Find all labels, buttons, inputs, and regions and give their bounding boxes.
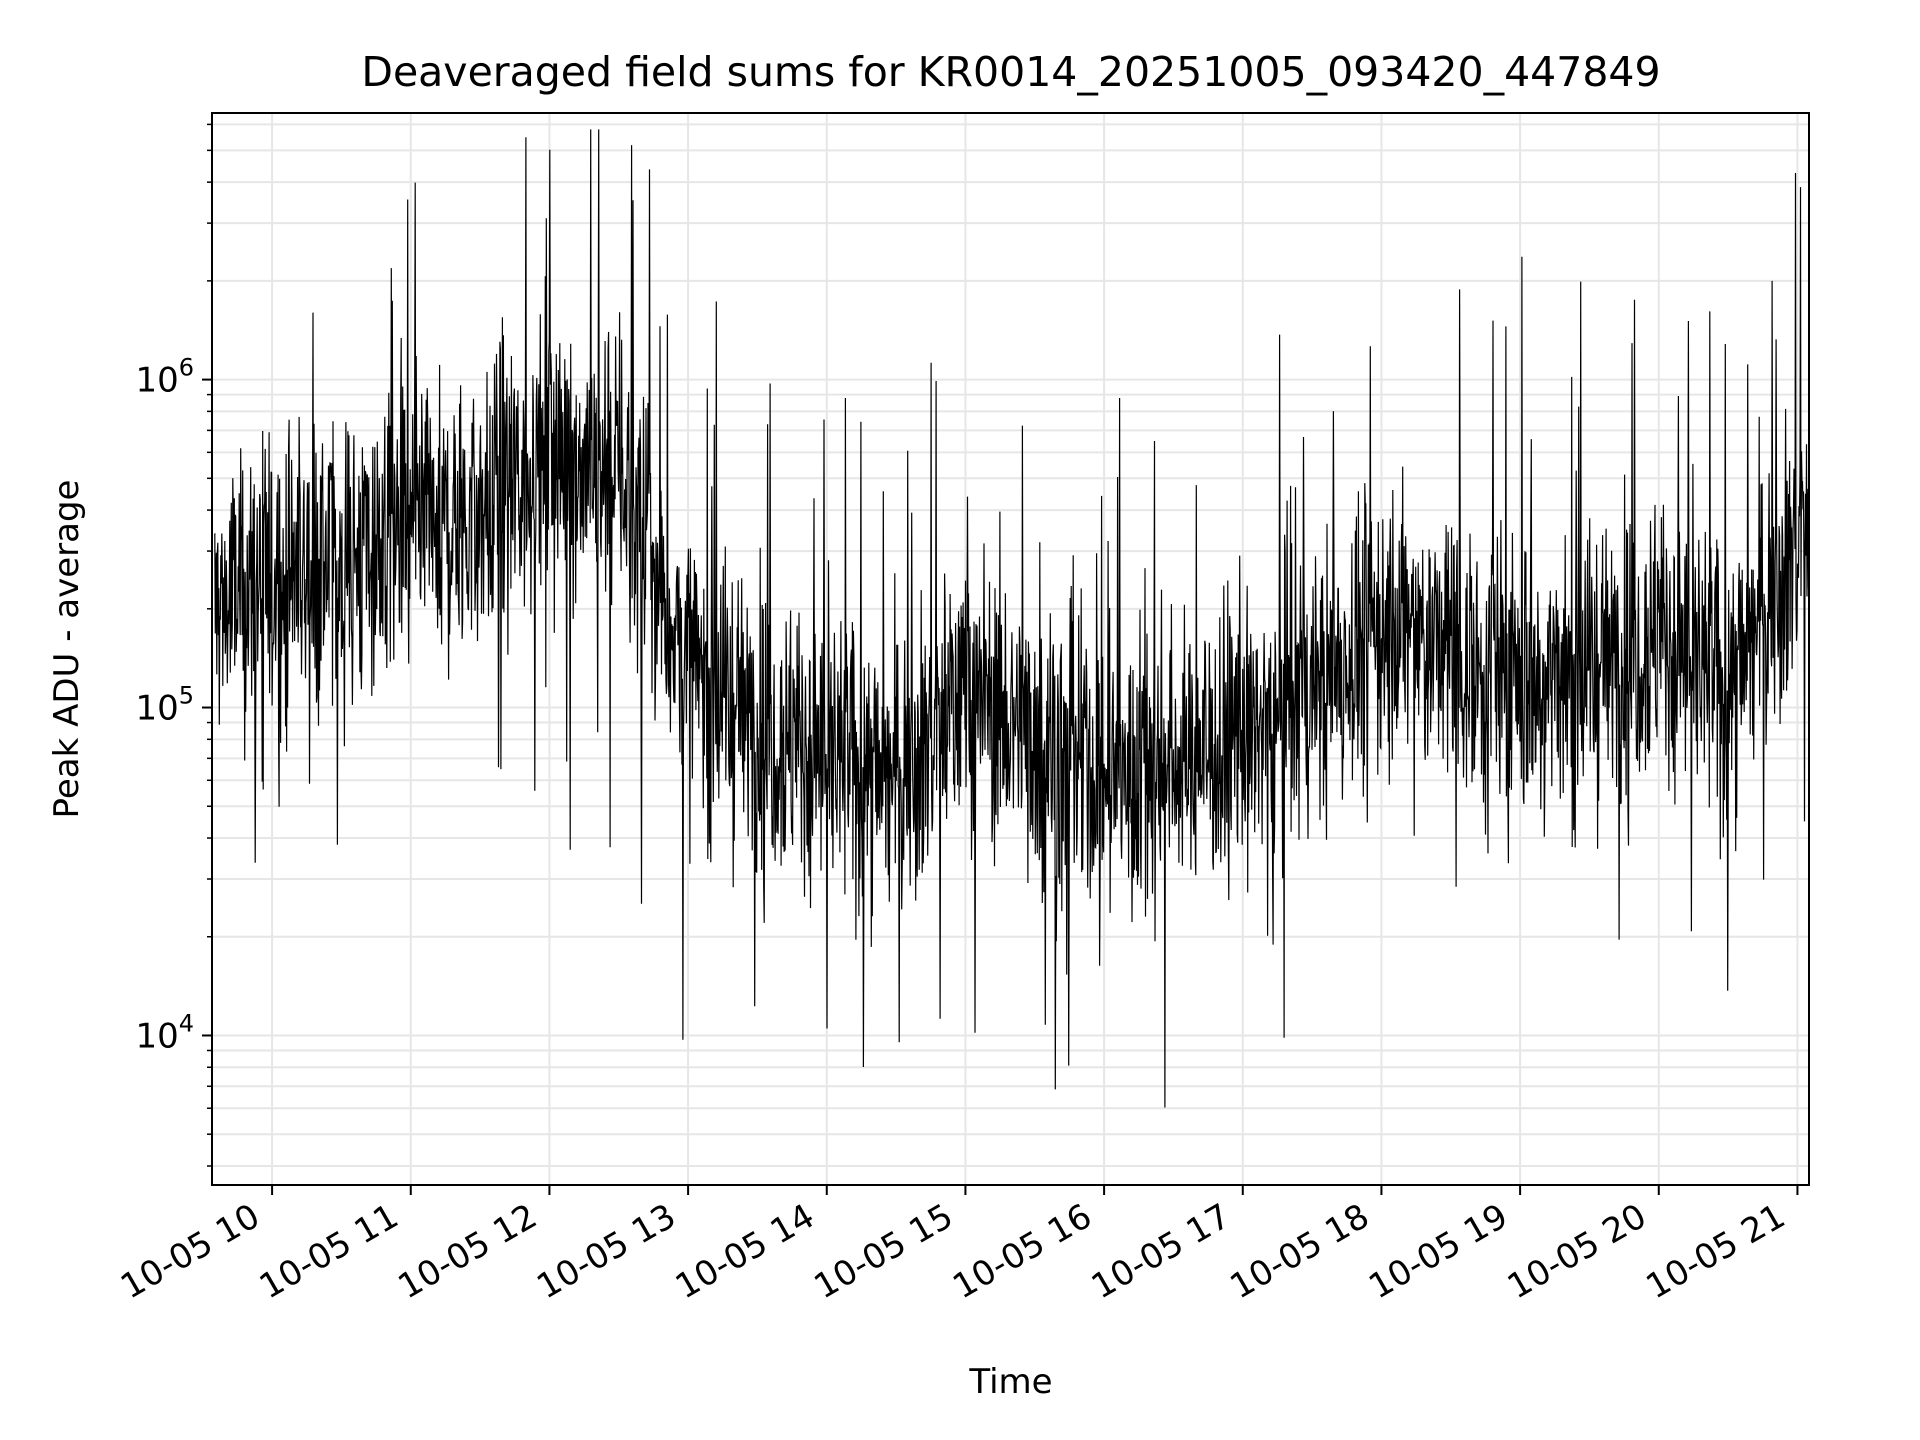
x-tick-label: 10-05 17 [1085,1196,1237,1307]
y-tick-label: 105 [135,682,194,729]
x-tick-label: 10-05 10 [114,1196,266,1307]
series-layer [213,129,1809,1108]
x-tick-label: 10-05 18 [1224,1196,1376,1307]
y-tick-label: 106 [135,354,194,401]
chart-title: Deaveraged field sums for KR0014_2025100… [361,48,1660,96]
x-tick-label: 10-05 11 [253,1196,405,1307]
x-tick-label: 10-05 12 [392,1196,544,1307]
x-tick-label: 10-05 20 [1501,1196,1653,1307]
y-axis-label: Peak ADU - average [47,480,87,819]
x-tick-label: 10-05 19 [1362,1196,1514,1307]
x-tick-label: 10-05 15 [808,1196,960,1307]
plot-frame [211,112,1810,1186]
x-tick-label: 10-05 21 [1640,1196,1792,1307]
x-tick-label: 10-05 16 [946,1196,1098,1307]
y-tick-label: 104 [135,1009,194,1056]
x-tick-label: 10-05 13 [530,1196,682,1307]
x-axis-label: Time [968,1362,1052,1402]
x-tick-label: 10-05 14 [669,1196,821,1307]
series-line [213,129,1809,1108]
y-axis: 104 105 106 [135,123,212,1167]
